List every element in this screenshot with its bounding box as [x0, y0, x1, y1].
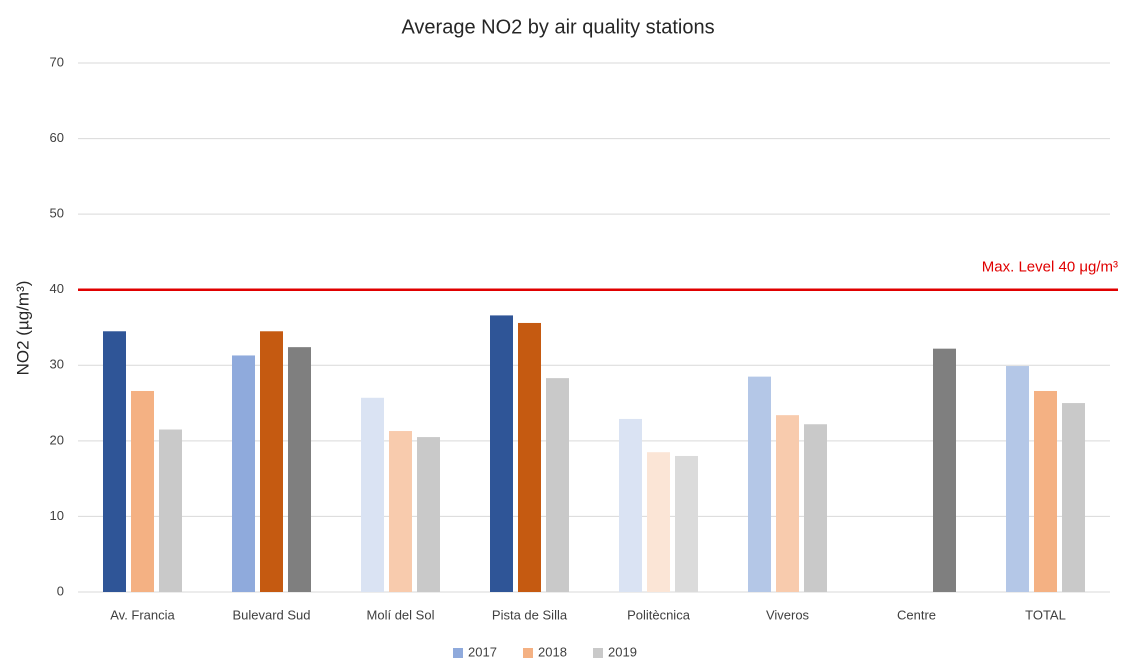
x-tick-label: Molí del Sol — [367, 607, 435, 622]
x-tick-label: Bulevard Sud — [232, 607, 310, 622]
legend-label: 2017 — [468, 644, 497, 659]
bar — [933, 348, 956, 592]
bar — [675, 455, 698, 592]
bar — [518, 322, 541, 592]
bar — [260, 331, 283, 592]
y-tick-label: 60 — [50, 130, 64, 145]
legend-swatch — [523, 648, 533, 658]
bar — [232, 355, 255, 592]
chart-title: Average NO2 by air quality stations — [401, 16, 714, 38]
legend-swatch — [593, 648, 603, 658]
y-tick-label: 50 — [50, 206, 64, 221]
bar — [159, 429, 182, 592]
bar — [1062, 403, 1085, 592]
y-tick-label: 40 — [50, 281, 64, 296]
bar — [131, 390, 154, 592]
bar — [776, 415, 799, 592]
x-tick-label: Viveros — [766, 607, 810, 622]
bar — [103, 331, 126, 592]
reference-label: Max. Level 40 μg/m³ — [982, 259, 1118, 276]
bar — [389, 431, 412, 592]
y-tick-label: 0 — [57, 583, 64, 598]
bar — [417, 437, 440, 592]
y-tick-label: 20 — [50, 432, 64, 447]
legend-label: 2019 — [608, 644, 637, 659]
x-tick-label: Av. Francia — [110, 607, 175, 622]
x-tick-label: TOTAL — [1025, 607, 1066, 622]
y-tick-label: 30 — [50, 357, 64, 372]
bar — [288, 347, 311, 592]
x-tick-label: Politècnica — [627, 607, 691, 622]
bar — [647, 452, 670, 592]
bar — [748, 376, 771, 592]
bar — [546, 378, 569, 592]
bar — [804, 424, 827, 592]
bar — [619, 418, 642, 592]
y-axis-label: NO2 (µg/m³) — [13, 281, 32, 376]
bar — [1006, 366, 1029, 592]
bar — [361, 397, 384, 592]
legend-label: 2018 — [538, 644, 567, 659]
y-tick-label: 10 — [50, 508, 64, 523]
y-tick-label: 70 — [50, 54, 64, 69]
bar — [490, 315, 513, 592]
legend-swatch — [453, 648, 463, 658]
x-tick-label: Pista de Silla — [492, 607, 568, 622]
x-tick-label: Centre — [897, 607, 936, 622]
bar — [1034, 390, 1057, 592]
